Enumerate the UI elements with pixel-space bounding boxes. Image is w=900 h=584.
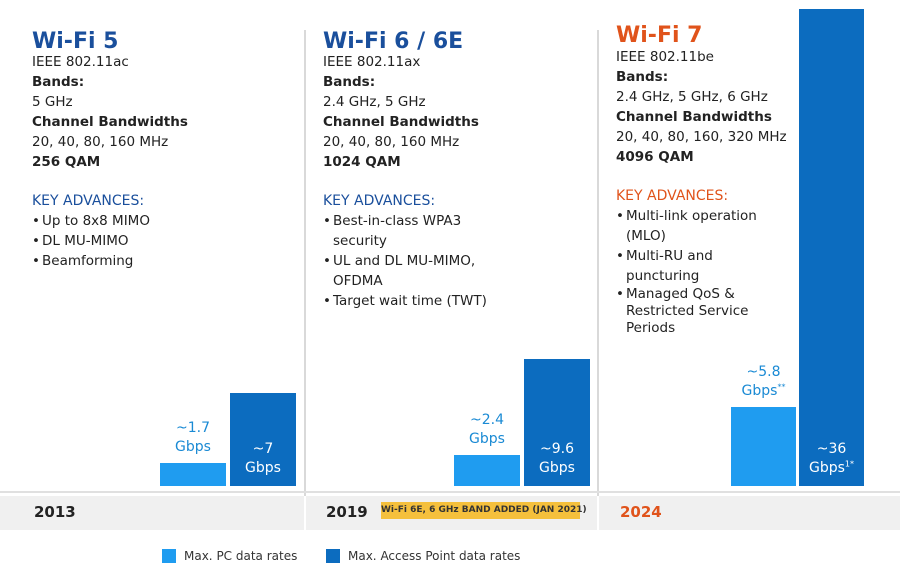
bar-label-pc: ~5.8 Gbps** xyxy=(741,364,786,399)
bands-value: 5 GHz xyxy=(32,94,73,110)
bandwidth-label: Channel Bandwidths xyxy=(32,114,188,130)
bar-label-ap: ~9.6 Gbps xyxy=(539,441,575,476)
bandwidth-value: 20, 40, 80, 160 MHz xyxy=(323,134,460,150)
year-band xyxy=(599,496,900,530)
bandwidth-value: 20, 40, 80, 160 MHz xyxy=(32,134,169,150)
gen-title-wifi7: Wi-Fi 7 xyxy=(616,23,703,48)
year-band xyxy=(0,496,304,530)
advance-item: UL and DL MU-MIMO, OFDMA xyxy=(323,251,488,291)
wifi6e-badge: Wi-Fi 6E, 6 GHz BAND ADDED (JAN 2021) xyxy=(381,502,587,519)
advance-item: DL MU-MIMO xyxy=(32,231,272,251)
qam-value: 256 QAM xyxy=(32,154,101,170)
key-advances-title: KEY ADVANCES: xyxy=(32,193,145,209)
legend-label-pc: Max. PC data rates xyxy=(184,549,298,563)
legend-label-ap: Max. Access Point data rates xyxy=(348,549,521,563)
bar-pc-rate xyxy=(454,455,520,486)
advance-item: Multi-RU and puncturing xyxy=(616,246,761,286)
bar-label-ap: ~7 Gbps xyxy=(245,441,281,476)
standard: IEEE 802.11ax xyxy=(323,54,421,70)
legend-swatch-ap xyxy=(326,549,340,563)
legend-swatch-pc xyxy=(162,549,176,563)
column-wifi6: Wi-Fi 6 / 6E IEEE 802.11ax Bands: 2.4 GH… xyxy=(305,0,598,496)
column-divider xyxy=(597,30,599,496)
bands-value: 2.4 GHz, 5 GHz, 6 GHz xyxy=(616,89,768,105)
advance-item: Multi-link operation (MLO) xyxy=(616,206,761,246)
standard: IEEE 802.11be xyxy=(616,49,714,65)
bandwidth-label: Channel Bandwidths xyxy=(616,109,772,125)
bar-ap-rate xyxy=(799,9,864,486)
bands-label: Bands: xyxy=(616,69,669,85)
advance-item: Target wait time (TWT) xyxy=(323,291,488,311)
chart-baseline xyxy=(0,491,900,493)
advances-list-wifi5: Up to 8x8 MIMO DL MU-MIMO Beamforming xyxy=(32,211,272,271)
bar-ap-rate xyxy=(524,359,590,486)
gen-title-wifi5: Wi-Fi 5 xyxy=(32,29,119,54)
column-wifi5: Wi-Fi 5 IEEE 802.11ac Bands: 5 GHz Chann… xyxy=(0,0,305,496)
specs-wifi6: IEEE 802.11ax Bands: 2.4 GHz, 5 GHz Chan… xyxy=(323,52,479,172)
bands-label: Bands: xyxy=(32,74,85,90)
column-wifi7: Wi-Fi 7 IEEE 802.11be Bands: 2.4 GHz, 5 … xyxy=(598,0,900,496)
key-advances-title: KEY ADVANCES: xyxy=(323,193,436,209)
advance-item: Managed QoS & Restricted Service Periods xyxy=(616,286,761,337)
specs-wifi5: IEEE 802.11ac Bands: 5 GHz Channel Bandw… xyxy=(32,52,188,172)
bandwidth-value: 20, 40, 80, 160, 320 MHz xyxy=(616,129,787,145)
bar-label-pc: ~1.7 Gbps xyxy=(175,420,211,455)
advances-list-wifi7: Multi-link operation (MLO) Multi-RU and … xyxy=(616,206,761,337)
qam-value: 1024 QAM xyxy=(323,154,401,170)
bar-label-ap: ~36 Gbps1* xyxy=(808,441,854,476)
bar-label-pc: ~2.4 Gbps xyxy=(469,412,505,447)
standard: IEEE 802.11ac xyxy=(32,54,129,70)
bands-value: 2.4 GHz, 5 GHz xyxy=(323,94,426,110)
qam-value: 4096 QAM xyxy=(616,149,694,165)
bar-ap-rate xyxy=(230,393,296,486)
key-advances-title: KEY ADVANCES: xyxy=(616,188,729,204)
column-divider xyxy=(304,30,306,496)
advances-list-wifi6: Best-in-class WPA3 security UL and DL MU… xyxy=(323,211,488,311)
year-wifi7: 2024 xyxy=(620,503,662,521)
advance-item: Beamforming xyxy=(32,251,272,271)
year-wifi5: 2013 xyxy=(34,503,76,521)
advance-item: Best-in-class WPA3 security xyxy=(323,211,488,251)
advance-item: Up to 8x8 MIMO xyxy=(32,211,272,231)
gen-title-wifi6: Wi-Fi 6 / 6E xyxy=(323,29,464,54)
year-wifi6: 2019 xyxy=(326,503,368,521)
bandwidth-label: Channel Bandwidths xyxy=(323,114,479,130)
bands-label: Bands: xyxy=(323,74,376,90)
bar-pc-rate xyxy=(160,463,226,486)
specs-wifi7: IEEE 802.11be Bands: 2.4 GHz, 5 GHz, 6 G… xyxy=(616,47,787,167)
bar-pc-rate xyxy=(731,407,796,486)
